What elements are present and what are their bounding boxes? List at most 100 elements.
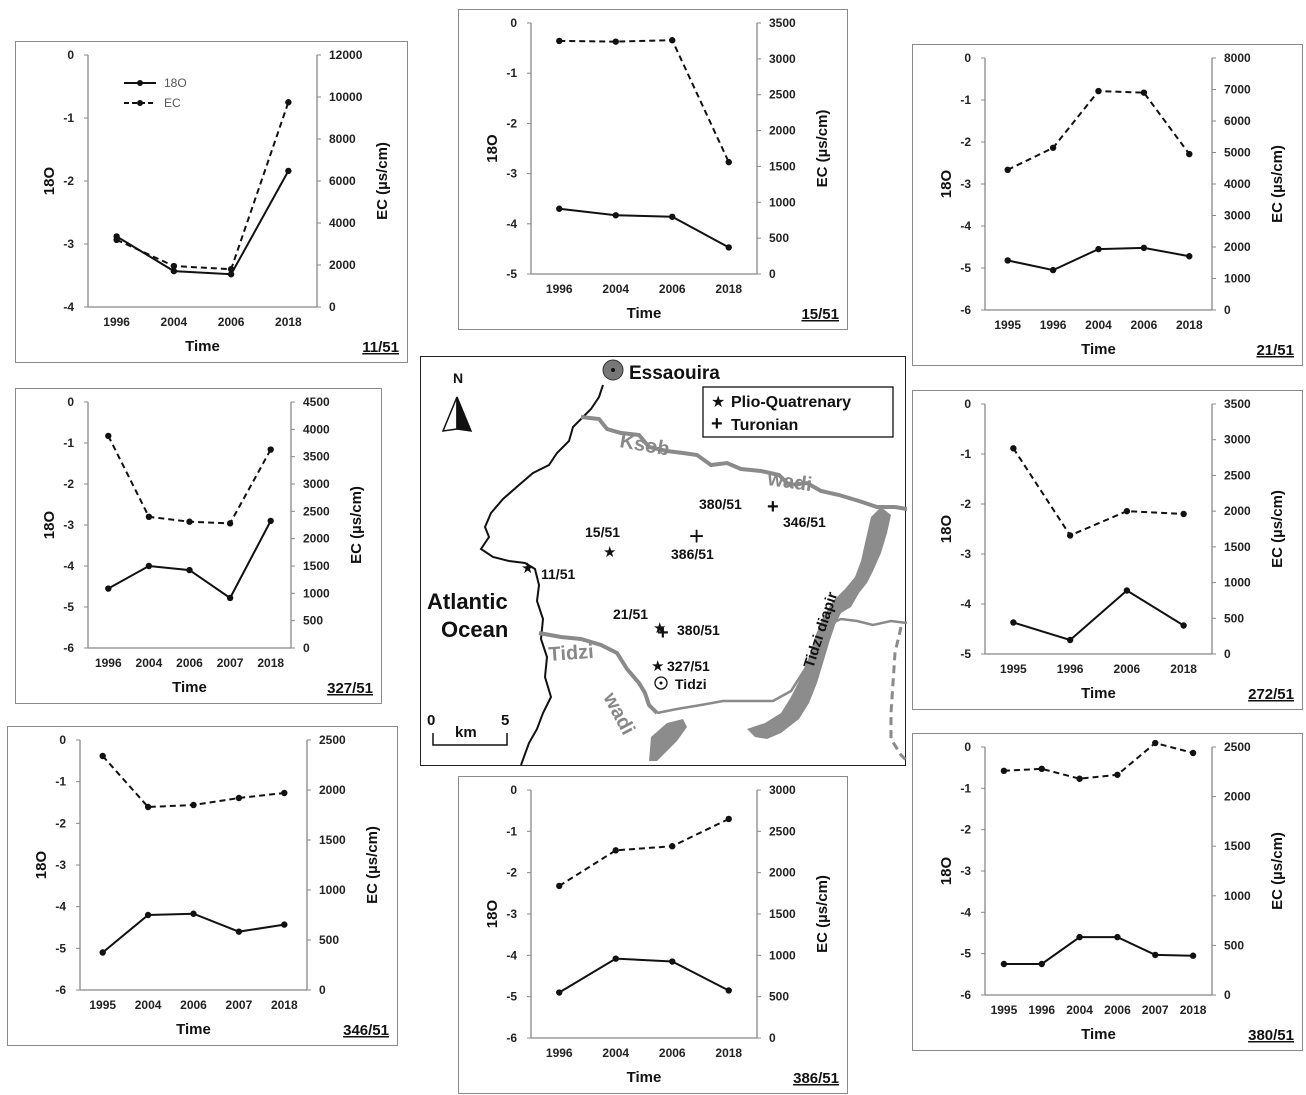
y-right-axis-label: EC (µs/cm)	[1269, 145, 1286, 223]
left-tick-label: -5	[506, 267, 517, 281]
x-tick-label: 1995	[991, 1003, 1018, 1017]
x-tick-label: 2006	[1114, 662, 1141, 676]
data-point-ec	[105, 432, 112, 440]
legend-turonian-label: Turonian	[731, 417, 798, 434]
data-point-ec	[190, 801, 197, 809]
legend-star-icon: ★	[711, 394, 725, 411]
data-point-ec	[1038, 765, 1045, 773]
data-point-ec	[267, 446, 274, 453]
site-327-label: 327/51	[667, 658, 710, 674]
right-tick-label: 12000	[329, 48, 363, 62]
well-label: 272/51	[1248, 686, 1294, 703]
data-point-ec	[226, 520, 234, 527]
right-tick-label: 1500	[1224, 540, 1251, 554]
well-label: 15/51	[801, 306, 839, 323]
series-line-ec	[1012, 447, 1184, 537]
right-tick-label: 4000	[329, 216, 356, 230]
left-tick-label: -1	[63, 111, 74, 125]
left-tick-label: -6	[506, 1031, 517, 1045]
x-tick-label: 1996	[95, 656, 122, 670]
right-tick-label: 500	[769, 990, 789, 1004]
y-left-axis-label: 18O	[938, 514, 955, 543]
data-point-ec	[1095, 87, 1102, 95]
left-tick-label: -4	[960, 905, 971, 919]
data-point-18o	[267, 517, 274, 525]
left-tick-label: -2	[960, 135, 971, 149]
chart-svg: 0 -1 -2 -3 -4 -5 3500 3000 2500 2000 1500 1000 500 0 1…	[484, 16, 839, 323]
right-tick-label: 1000	[1224, 889, 1251, 903]
series-line-18o	[558, 957, 730, 994]
data-point-ec	[170, 262, 178, 270]
x-tick-label: 1996	[1040, 318, 1067, 332]
data-point-ec	[1152, 739, 1159, 747]
data-point-ec	[227, 266, 235, 273]
chart-svg: 0 -1 -2 -3 -4 -5 -6 4500 4000 3500 3000 2500 2000 150…	[41, 395, 373, 697]
site-386-label: 386/51	[671, 546, 714, 562]
x-tick-label: 2006	[180, 998, 207, 1012]
site-380-346-marker: +	[767, 496, 779, 518]
site-21-label: 21/51	[613, 606, 648, 622]
legend-cross-icon: +	[711, 413, 723, 435]
ocean-label-line2: Ocean	[441, 617, 508, 642]
data-point-18o	[1066, 636, 1074, 644]
data-point-18o	[1180, 622, 1187, 629]
left-tick-label: -6	[960, 988, 971, 1002]
chart-panel-380-51: 0 -1 -2 -3 -4 -5 -6 2500 2000 1500 1000 500 0 1995 199…	[912, 733, 1303, 1051]
right-tick-label: 2000	[1224, 504, 1251, 518]
right-tick-label: 2000	[1224, 790, 1251, 804]
data-point-ec	[1000, 767, 1008, 775]
x-tick-label: 2018	[257, 656, 284, 670]
right-tick-label: 5000	[1224, 146, 1251, 160]
left-tick-label: -6	[960, 303, 971, 317]
site-346-label: 346/51	[783, 514, 826, 530]
x-tick-label: 1996	[103, 315, 130, 329]
data-point-18o	[226, 594, 234, 602]
x-tick-label: 2006	[1131, 318, 1158, 332]
scale-unit: km	[455, 724, 477, 741]
ocean-label-line1: Atlantic	[427, 589, 508, 614]
data-point-ec	[1114, 771, 1121, 778]
x-tick-label: 2018	[275, 315, 302, 329]
data-point-18o	[145, 562, 153, 570]
x-tick-label: 2018	[715, 282, 742, 296]
x-tick-label: 1996	[1028, 1003, 1055, 1017]
data-point-18o	[285, 167, 292, 175]
left-tick-label: -6	[63, 641, 74, 655]
series-line-ec	[1003, 741, 1194, 780]
scale-bar	[432, 733, 508, 746]
x-tick-label: 2004	[602, 282, 629, 296]
x-axis-label: Time	[176, 1021, 211, 1038]
chart-panel-15-51: 0 -1 -2 -3 -4 -5 3500 3000 2500 2000 1500 1000 500 0 1…	[458, 9, 848, 330]
data-point-18o	[227, 271, 235, 278]
y-left-axis-label: 18O	[484, 134, 501, 163]
left-tick-label: 0	[67, 48, 74, 62]
data-point-18o	[1076, 933, 1083, 941]
site-11-star: ★	[521, 560, 534, 577]
y-right-axis-label: EC (µs/cm)	[814, 875, 831, 953]
right-tick-label: 6000	[329, 174, 356, 188]
x-tick-label: 2018	[715, 1046, 742, 1060]
data-point-18o	[1038, 960, 1045, 968]
right-tick-label: 1000	[303, 586, 330, 600]
left-tick-label: -3	[960, 547, 971, 561]
chart-svg: 0 -1 -2 -3 -4 12000 10000 8000 6000 4000 2000 0 1996…	[41, 48, 399, 356]
data-point-ec	[186, 518, 193, 525]
right-tick-label: 1000	[769, 948, 796, 962]
legend-label-ec: EC	[164, 96, 181, 110]
data-point-18o	[1152, 951, 1159, 959]
right-tick-label: 1000	[1224, 272, 1251, 286]
x-axis-label: Time	[1081, 685, 1116, 702]
chart-svg: 0 -1 -2 -3 -4 -5 -6 2500 2000 1500 1000 500 0 1995 199…	[938, 739, 1294, 1044]
tidzi-wadi	[538, 631, 659, 715]
left-tick-label: 0	[964, 51, 971, 65]
data-point-ec	[281, 789, 288, 797]
data-point-18o	[556, 205, 563, 212]
x-tick-label: 1996	[1057, 662, 1084, 676]
data-point-ec	[1180, 510, 1187, 518]
x-axis-label: Time	[627, 1069, 662, 1086]
data-point-ec	[556, 882, 563, 890]
data-point-ec	[235, 794, 243, 802]
y-right-axis-label: EC (µs/cm)	[814, 110, 831, 188]
right-tick-label: 0	[769, 1031, 776, 1045]
right-tick-label: 3000	[1224, 209, 1251, 223]
